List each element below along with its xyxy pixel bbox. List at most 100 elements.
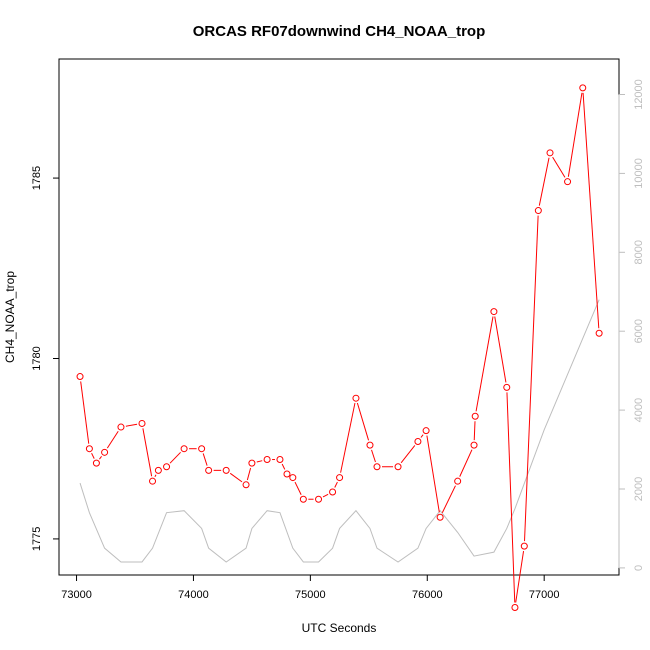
series-segment: [294, 481, 302, 495]
data-point: [373, 463, 381, 471]
y2-tick-label: 8000: [633, 240, 645, 264]
series-segment: [538, 157, 550, 206]
data-point: [329, 488, 337, 496]
data-point: [138, 419, 146, 427]
y2-tick-label: 12000: [633, 79, 645, 110]
series-segment: [91, 452, 95, 459]
data-point: [283, 470, 291, 478]
series-segment: [582, 92, 600, 329]
series-segment: [426, 435, 440, 513]
y-axis: 1775 1780 1785: [31, 166, 60, 551]
data-point: [263, 456, 271, 464]
data-point: [248, 459, 256, 467]
series-segment: [229, 472, 243, 483]
chart-title: ORCAS RF07downwind CH4_NOAA_trop: [193, 23, 486, 40]
data-point: [242, 481, 250, 489]
series-layer: [76, 84, 603, 611]
data-point: [422, 427, 430, 435]
data-point: [154, 466, 162, 474]
x-axis-label: UTC Seconds: [302, 621, 377, 635]
series-segment: [334, 481, 338, 488]
series-segment: [515, 551, 525, 603]
series-segment: [420, 434, 424, 438]
series-segment: [154, 474, 157, 478]
data-point: [470, 441, 478, 449]
y-axis-label: CH4_NOAA_trop: [3, 271, 17, 363]
data-point: [76, 373, 84, 381]
y-tick-label: 1775: [31, 527, 43, 551]
series-segment: [125, 423, 138, 427]
data-point: [101, 448, 109, 456]
data-point: [471, 412, 479, 420]
y2-tick-label: 0: [633, 565, 645, 571]
series-segment: [371, 449, 376, 463]
series-segment: [552, 156, 566, 178]
data-point: [149, 477, 157, 485]
y2-tick-label: 10000: [633, 158, 645, 189]
series-segment: [169, 451, 181, 464]
data-point: [520, 542, 528, 550]
data-point: [85, 445, 93, 453]
data-point: [579, 84, 587, 92]
data-point: [276, 456, 284, 464]
y-tick-label: 1780: [31, 346, 43, 370]
series-segment: [459, 449, 473, 477]
x-axis: 73000 74000 75000 76000 77000: [61, 574, 560, 601]
y-tick-label: 1785: [31, 166, 43, 190]
series-segment: [99, 456, 102, 460]
series-segment: [281, 463, 286, 470]
y2-tick-label: 4000: [633, 398, 645, 422]
series-segment: [356, 402, 370, 441]
data-point: [117, 423, 125, 431]
data-point: [299, 495, 307, 503]
x-tick-label: 73000: [61, 589, 92, 601]
data-point: [92, 459, 100, 467]
data-point: [205, 466, 213, 474]
series-segment: [494, 316, 507, 383]
series-segment: [256, 460, 263, 463]
data-point: [534, 207, 542, 215]
data-point: [436, 513, 444, 521]
series-segment: [441, 485, 456, 513]
data-point: [394, 463, 402, 471]
series-segment: [506, 392, 516, 603]
data-point: [490, 308, 498, 316]
series-segment: [340, 402, 356, 473]
data-point: [180, 445, 188, 453]
data-point: [198, 445, 206, 453]
data-point: [564, 178, 572, 186]
series-segment: [524, 215, 539, 542]
series-line: [79, 299, 600, 563]
data-point: [454, 477, 462, 485]
y2-axis: 0 2000 4000 6000 8000 10000 12000: [618, 79, 645, 571]
data-point: [315, 495, 323, 503]
series-segment: [246, 467, 252, 481]
data-point: [289, 474, 297, 482]
x-tick-label: 76000: [412, 589, 443, 601]
data-point: [336, 474, 344, 482]
data-point: [595, 329, 603, 337]
data-point: [546, 149, 554, 157]
data-point: [414, 437, 422, 445]
x-tick-label: 75000: [295, 589, 326, 601]
series-segment: [142, 428, 153, 477]
series-segment: [106, 430, 119, 449]
y2-tick-label: 6000: [633, 319, 645, 343]
data-point: [366, 441, 374, 449]
x-tick-label: 77000: [529, 589, 560, 601]
series-segment: [80, 381, 90, 444]
data-point: [511, 603, 519, 611]
series-segment: [202, 453, 208, 466]
series-segment: [567, 92, 583, 177]
plot-area-frame: [58, 58, 620, 576]
series-segment: [400, 445, 416, 464]
data-point: [163, 463, 171, 471]
series-segment: [473, 421, 476, 441]
data-point: [503, 383, 511, 391]
y2-tick-label: 2000: [633, 477, 645, 501]
series-segment: [475, 316, 494, 412]
series-segment: [322, 493, 329, 498]
data-point: [352, 394, 360, 402]
data-point: [222, 466, 230, 474]
x-tick-label: 74000: [178, 589, 209, 601]
